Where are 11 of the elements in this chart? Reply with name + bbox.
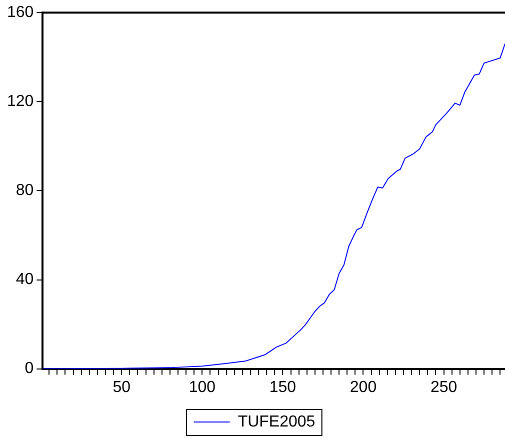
y-tick-label: 120 bbox=[6, 93, 34, 110]
y-tick-label: 40 bbox=[16, 271, 34, 288]
y-tick-label: 80 bbox=[16, 182, 34, 200]
legend-label: TUFE2005 bbox=[238, 413, 316, 430]
x-tick-label: 100 bbox=[188, 378, 216, 396]
y-tick-label: 0 bbox=[24, 360, 34, 378]
x-tick-label: 50 bbox=[112, 378, 131, 396]
x-tick-label: 250 bbox=[430, 378, 458, 396]
x-tick-label: 150 bbox=[269, 378, 296, 396]
x-tick-label: 200 bbox=[350, 378, 377, 396]
y-tick-label: 160 bbox=[6, 4, 34, 22]
